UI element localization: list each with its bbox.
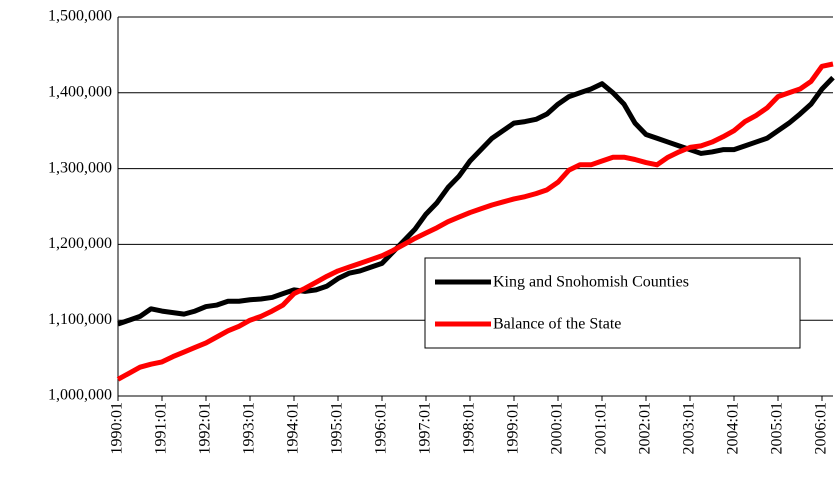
legend-label: Balance of the State xyxy=(493,316,621,333)
series-line xyxy=(117,75,835,327)
legend-box xyxy=(424,257,801,349)
y-tick-label: 1,200,000 xyxy=(48,235,112,252)
x-tick-label: 1993:01 xyxy=(241,402,258,454)
x-tick-label: 1992:01 xyxy=(197,402,214,454)
series-line xyxy=(116,61,834,382)
x-tick-label: 2001:01 xyxy=(593,402,610,454)
x-tick-label: 2005:01 xyxy=(769,402,786,454)
x-tick-label: 1997:01 xyxy=(417,402,434,454)
y-tick-label: 1,000,000 xyxy=(48,387,112,404)
x-tick-label: 1994:01 xyxy=(285,402,302,454)
y-tick-label: 1,400,000 xyxy=(48,83,112,100)
x-tick-label: 1990:01 xyxy=(109,402,126,454)
legend-label: King and Snohomish Counties xyxy=(493,274,689,291)
y-tick-label: 1,500,000 xyxy=(48,8,112,25)
x-tick-label: 1996:01 xyxy=(373,402,390,454)
x-tick-label: 1998:01 xyxy=(461,402,478,454)
x-tick-label: 2003:01 xyxy=(681,402,698,454)
x-tick-label: 2002:01 xyxy=(637,402,654,454)
x-tick-label: 2006:01 xyxy=(813,402,830,454)
x-tick-label: 2004:01 xyxy=(725,402,742,454)
y-tick-label: 1,100,000 xyxy=(48,311,112,328)
x-tick-label: 2000:01 xyxy=(549,402,566,454)
x-tick-label: 1999:01 xyxy=(505,402,522,454)
x-tick-label: 1995:01 xyxy=(329,402,346,454)
y-tick-label: 1,300,000 xyxy=(48,159,112,176)
x-tick-label: 1991:01 xyxy=(153,402,170,454)
